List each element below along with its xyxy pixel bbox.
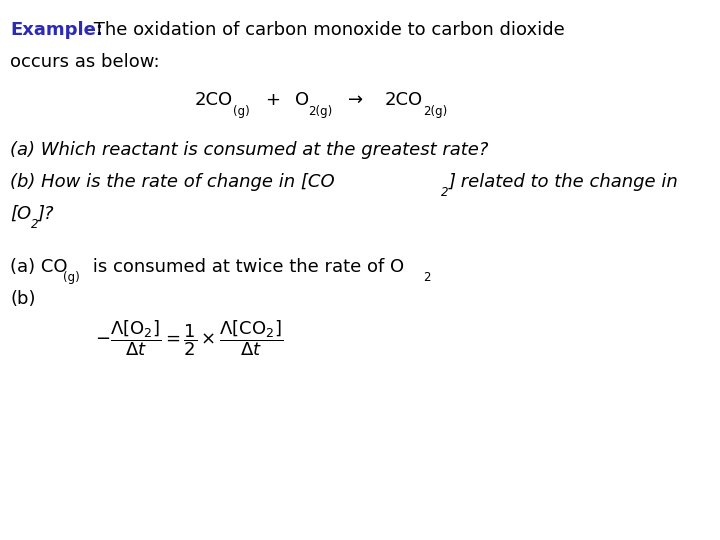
Text: (b): (b) [10, 290, 35, 308]
Text: Example:: Example: [10, 21, 103, 39]
Text: 2: 2 [441, 186, 449, 199]
Text: 2: 2 [31, 218, 38, 231]
Text: (b) How is the rate of change in [CO: (b) How is the rate of change in [CO [10, 173, 335, 191]
Text: ]?: ]? [38, 205, 55, 223]
Text: 2CO: 2CO [195, 91, 233, 109]
Text: 2CO: 2CO [385, 91, 423, 109]
Text: The oxidation of carbon monoxide to carbon dioxide: The oxidation of carbon monoxide to carb… [88, 21, 564, 39]
Text: $-\dfrac{\Lambda[\mathrm{O_2}]}{\Delta t}= \dfrac{1}{2} \times \dfrac{\Lambda[\m: $-\dfrac{\Lambda[\mathrm{O_2}]}{\Delta t… [95, 319, 283, 358]
Text: ] related to the change in: ] related to the change in [449, 173, 679, 191]
Text: is consumed at twice the rate of O: is consumed at twice the rate of O [87, 258, 404, 276]
Text: occurs as below:: occurs as below: [10, 53, 160, 71]
Text: →: → [348, 91, 363, 109]
Text: (a) CO: (a) CO [10, 258, 68, 276]
Text: (g): (g) [233, 105, 250, 118]
Text: 2(g): 2(g) [308, 105, 332, 118]
Text: O: O [295, 91, 309, 109]
Text: (g): (g) [63, 271, 80, 284]
Text: [O: [O [10, 205, 31, 223]
Text: 2: 2 [423, 271, 431, 284]
Text: +: + [265, 91, 280, 109]
Text: (a) Which reactant is consumed at the greatest rate?: (a) Which reactant is consumed at the gr… [10, 141, 488, 159]
Text: 2(g): 2(g) [423, 105, 447, 118]
